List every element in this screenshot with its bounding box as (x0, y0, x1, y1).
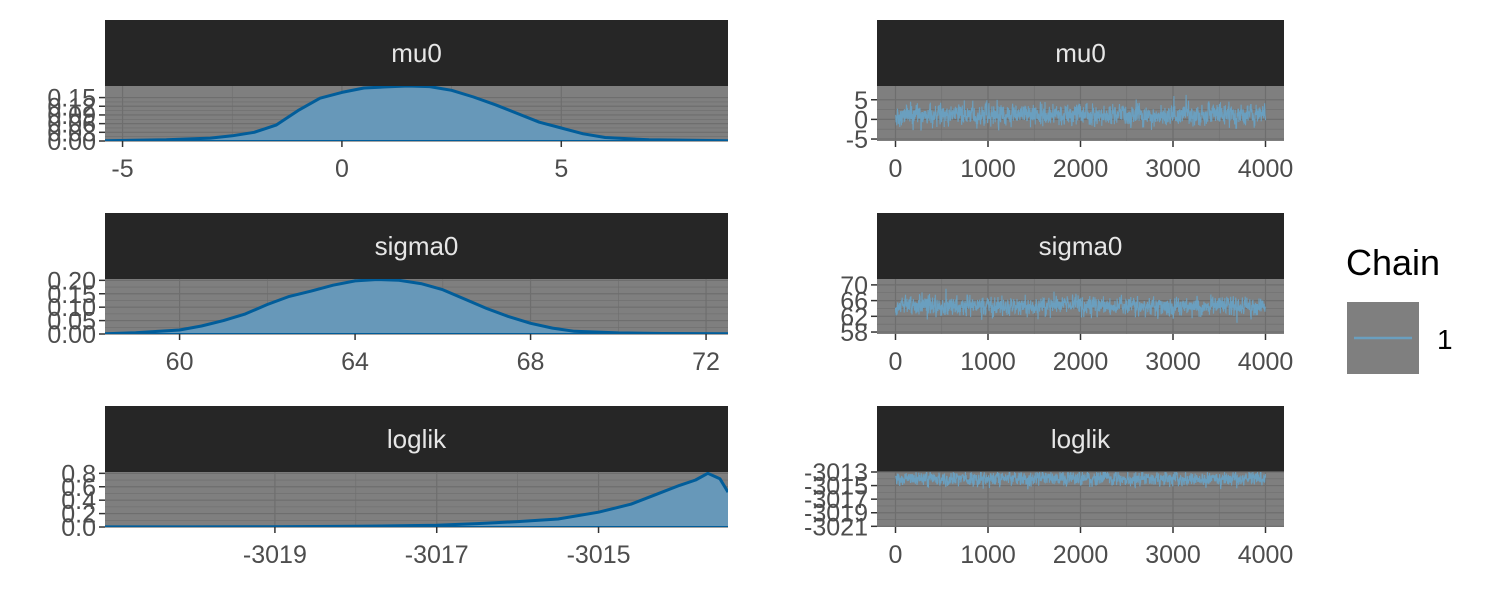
y-tick-label: -3017 (804, 486, 868, 514)
y-tick-label: -3021 (804, 513, 868, 541)
density-area-sigma0 (105, 279, 728, 334)
y-tick-label: 58 (840, 319, 868, 347)
x-tick-label: 5 (554, 155, 568, 183)
x-tick-label: 0 (889, 541, 903, 569)
x-tick-label: 3000 (1145, 155, 1201, 183)
strip-background (105, 213, 728, 279)
y-tick-label: 0.06 (47, 111, 96, 139)
y-tick-label: 0.12 (47, 93, 96, 121)
x-tick-label: 3000 (1145, 541, 1201, 569)
x-tick-label: 2000 (1053, 155, 1109, 183)
y-tick-label: 0.03 (47, 119, 96, 147)
legend-label-chain-1: 1 (1437, 324, 1453, 355)
y-tick-label: 70 (840, 272, 868, 300)
y-tick-label: 62 (840, 303, 868, 331)
x-tick-label: 0 (889, 348, 903, 376)
x-tick-label: 3000 (1145, 348, 1201, 376)
x-tick-label: 2000 (1053, 348, 1109, 376)
legend-title: Chain (1346, 242, 1440, 283)
strip-label-sigma0: sigma0 (1039, 231, 1123, 261)
y-tick-label: 0.0 (61, 514, 96, 542)
density-area-mu0 (105, 86, 728, 141)
x-tick-label: 2000 (1053, 541, 1109, 569)
y-tick-label: 0.20 (47, 267, 96, 295)
panel-data (894, 288, 1267, 323)
y-tick-label: 0.00 (47, 321, 96, 349)
trace-line-loglik (895, 472, 1267, 490)
panel-density-sigma0: sigma0 60 64 68 72 0.000.050.100.150.20 (47, 213, 728, 376)
x-tick-label: 4000 (1238, 541, 1294, 569)
y-tick-label: 0 (854, 106, 868, 134)
y-tick-label: 0.4 (61, 487, 96, 515)
x-tick-label: 0 (889, 155, 903, 183)
x-tick-label: 1000 (960, 348, 1016, 376)
y-tick-label: 0.00 (47, 128, 96, 156)
y-tick-label: -3019 (804, 500, 868, 528)
y-tick-label: 0.15 (47, 281, 96, 309)
x-tick-label: 1000 (960, 541, 1016, 569)
density-line-sigma0 (105, 279, 728, 334)
y-tick-label: 0.05 (47, 308, 96, 336)
strip-background (877, 406, 1284, 472)
y-tick-label: 66 (840, 288, 868, 316)
panel-data (105, 472, 728, 527)
x-tick-label: 60 (166, 348, 194, 376)
y-tick-label: 0.2 (61, 501, 96, 529)
x-tick-label: 4000 (1238, 348, 1294, 376)
strip-background (105, 406, 728, 472)
density-line-mu0 (105, 86, 728, 141)
x-tick-label: 0 (335, 155, 349, 183)
strip-label-mu0: mu0 (391, 38, 442, 68)
chain-legend: Chain 1 (1346, 242, 1453, 374)
trace-line-sigma0 (894, 288, 1267, 323)
y-tick-label: -3013 (804, 459, 868, 487)
y-tick-label: 0.10 (47, 294, 96, 322)
panel-density-loglik: loglik -3019 -3017 -3015 0.00.20.40.60.8 (61, 406, 728, 569)
y-tick-label: -5 (846, 126, 868, 154)
x-tick-label: 64 (341, 348, 369, 376)
x-tick-label: 72 (692, 348, 720, 376)
y-tick-label: 0.09 (47, 102, 96, 130)
y-tick-label: 0.15 (47, 85, 96, 113)
y-tick-label: -3015 (804, 473, 868, 501)
strip-label-sigma0: sigma0 (375, 231, 459, 261)
y-tick-label: 5 (854, 87, 868, 115)
y-tick-label: 0.8 (61, 460, 96, 488)
strip-label-loglik: loglik (387, 424, 447, 454)
trace-line-mu0 (895, 94, 1267, 131)
x-tick-label: -5 (111, 155, 133, 183)
panel-data (105, 86, 728, 141)
panel-data (895, 94, 1267, 131)
x-tick-label: -3019 (243, 541, 307, 569)
x-tick-label: -3017 (405, 541, 469, 569)
panel-data (105, 279, 728, 334)
panel-trace-loglik: loglik 0 1000 2000 3000 4000 -3021-3019-3017-3… (804, 406, 1293, 569)
x-tick-label: 68 (517, 348, 545, 376)
panel-data (895, 472, 1267, 490)
strip-background (877, 20, 1284, 86)
strip-background (877, 213, 1284, 279)
x-tick-label: -3015 (567, 541, 631, 569)
x-tick-label: 4000 (1238, 155, 1294, 183)
x-tick-label: 1000 (960, 155, 1016, 183)
y-tick-label: 0.6 (61, 474, 96, 502)
strip-label-mu0: mu0 (1055, 38, 1106, 68)
panel-density-mu0: mu0 -5 0 5 0.000.030.060.090.120.15 (47, 20, 728, 183)
density-area-loglik (105, 473, 728, 527)
strip-label-loglik: loglik (1051, 424, 1111, 454)
strip-background (105, 20, 728, 86)
